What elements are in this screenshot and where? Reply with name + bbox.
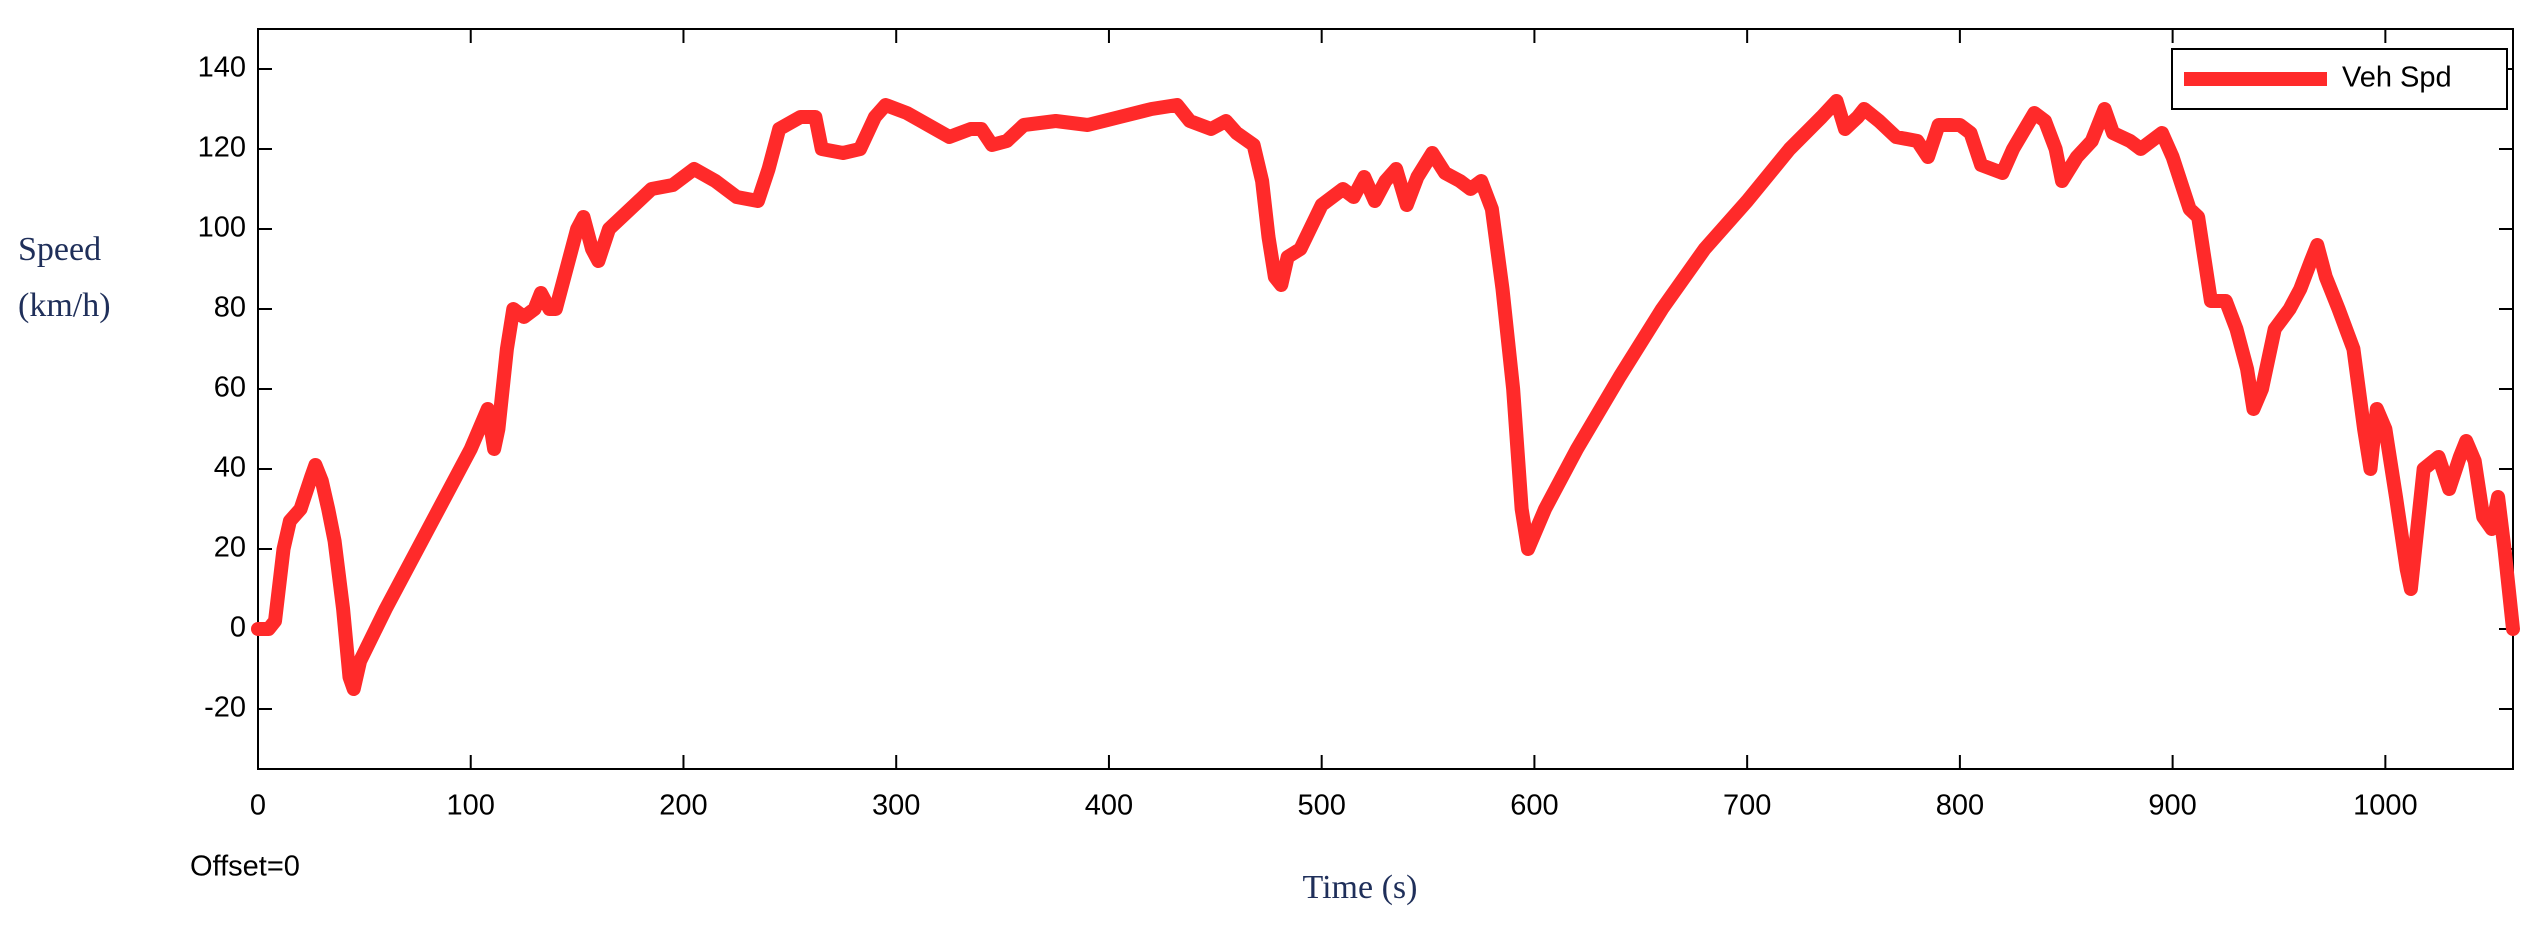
x-tick-label: 100 [447, 790, 495, 822]
y-axis-label: (km/h) [18, 287, 111, 324]
plot-frame [257, 28, 2514, 770]
x-tick-label: 800 [1936, 790, 1984, 822]
y-axis-label: Speed [18, 231, 101, 268]
x-tick-label: 600 [1510, 790, 1558, 822]
x-tick-label: 700 [1723, 790, 1771, 822]
y-tick-label: 80 [214, 292, 246, 324]
y-tick-label: 0 [230, 612, 246, 644]
data-line [251, 94, 2520, 696]
x-tick-label: 0 [250, 790, 266, 822]
x-tick-label: 300 [872, 790, 920, 822]
x-tick-label: 1000 [2353, 790, 2418, 822]
x-tick-label: 200 [659, 790, 707, 822]
legend-label: Veh Spd [2342, 62, 2452, 94]
x-tick-label: 500 [1297, 790, 1345, 822]
y-tick-label: 100 [198, 212, 246, 244]
annotation: Offset=0 [190, 851, 300, 883]
y-tick-label: -20 [204, 692, 246, 724]
y-tick-label: 140 [198, 52, 246, 84]
y-tick-label: 20 [214, 532, 246, 564]
y-tick-label: 40 [214, 452, 246, 484]
y-tick-label: 60 [214, 372, 246, 404]
x-tick-label: 900 [2148, 790, 2196, 822]
x-axis-label: Time (s) [1303, 869, 1418, 906]
y-tick-label: 120 [198, 132, 246, 164]
x-tick-label: 400 [1085, 790, 1133, 822]
